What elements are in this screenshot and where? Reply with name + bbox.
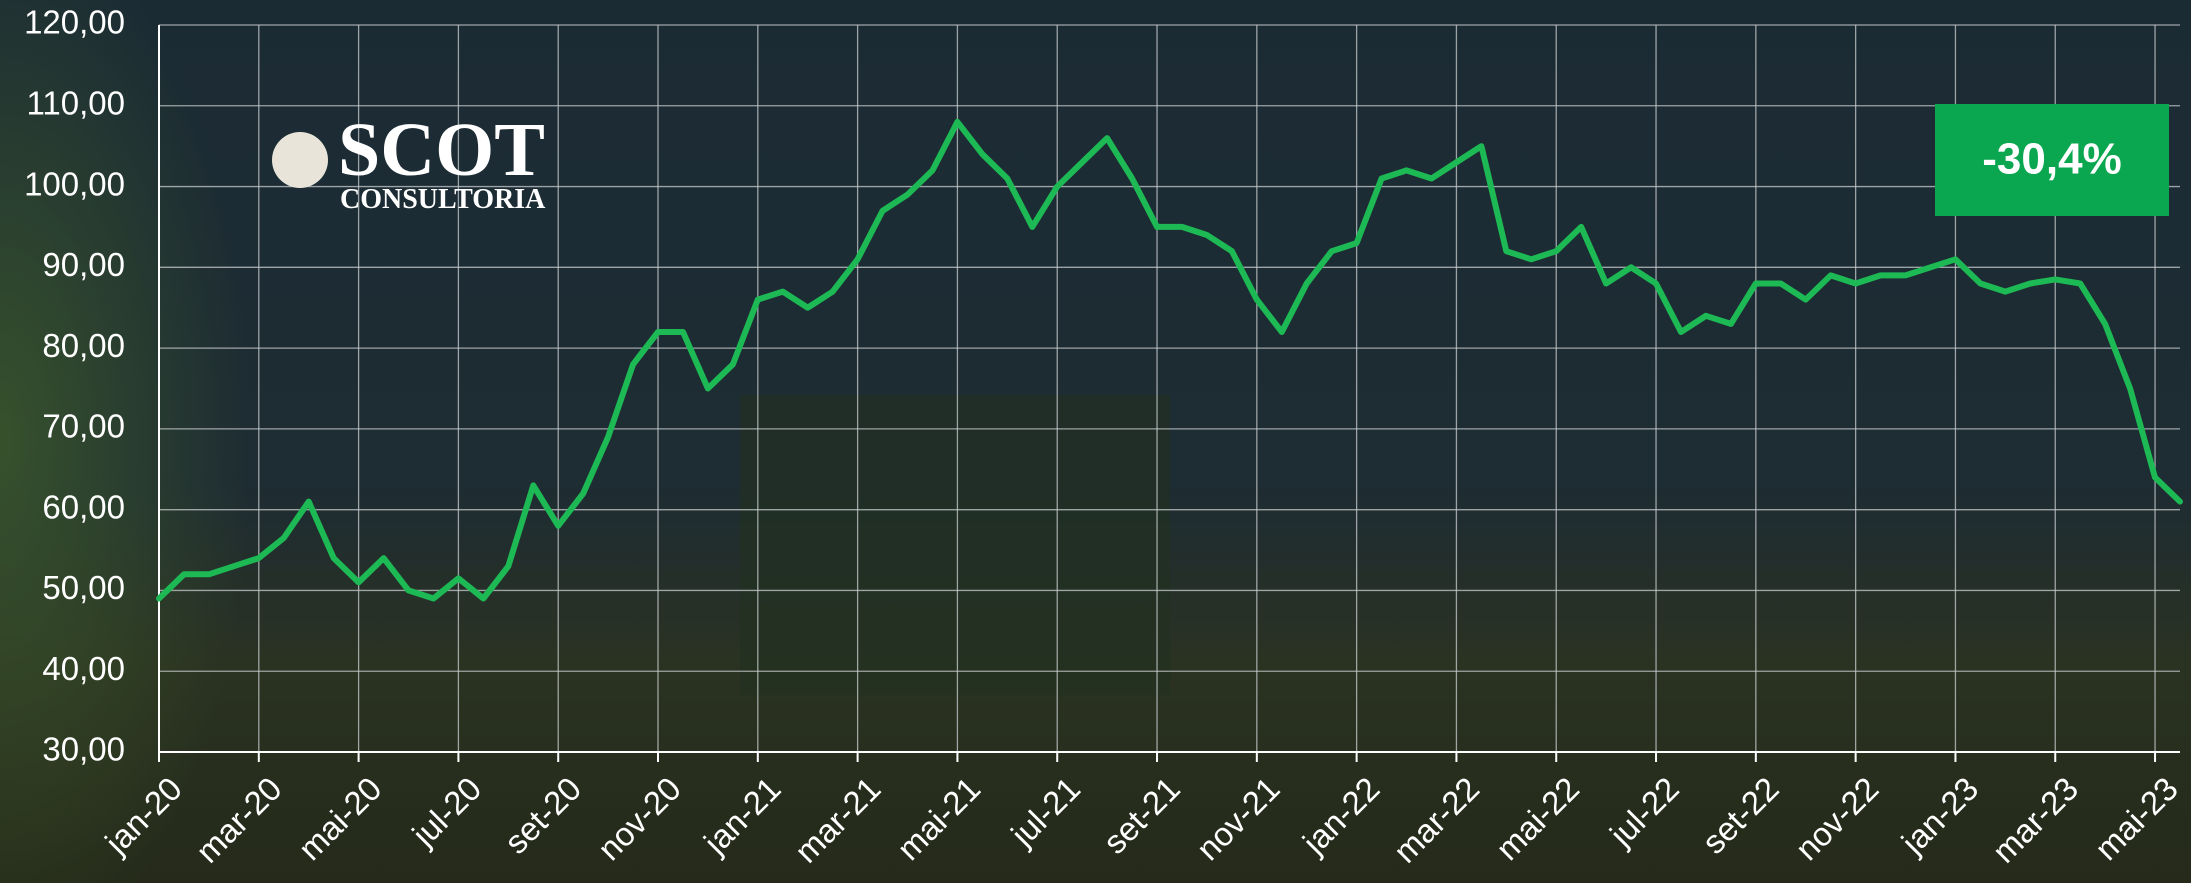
logo-subtitle: CONSULTORIA <box>340 184 546 215</box>
line-series <box>156 118 2183 602</box>
annotation-text: -30,4% <box>1982 135 2121 184</box>
background-leaf <box>0 0 420 883</box>
logo: SCOT CONSULTORIA <box>272 108 546 215</box>
y-tick-label: 70,00 <box>42 408 125 445</box>
y-tick-label: 60,00 <box>42 488 125 525</box>
annotation-box <box>1935 104 2169 216</box>
y-tick-label: 120,00 <box>24 4 125 41</box>
y-tick-label: 100,00 <box>24 165 125 202</box>
y-tick-label: 40,00 <box>42 650 125 687</box>
y-tick-label: 50,00 <box>42 569 125 606</box>
y-tick-label: 110,00 <box>27 84 125 121</box>
annotation: -30,4% <box>1935 104 2169 216</box>
y-tick-label: 90,00 <box>42 246 125 283</box>
logo-name: SCOT <box>338 108 545 192</box>
background-machine <box>740 395 1170 695</box>
y-tick-label: 30,00 <box>42 731 125 768</box>
y-tick-label: 80,00 <box>42 327 125 364</box>
logo-icon <box>272 132 328 188</box>
